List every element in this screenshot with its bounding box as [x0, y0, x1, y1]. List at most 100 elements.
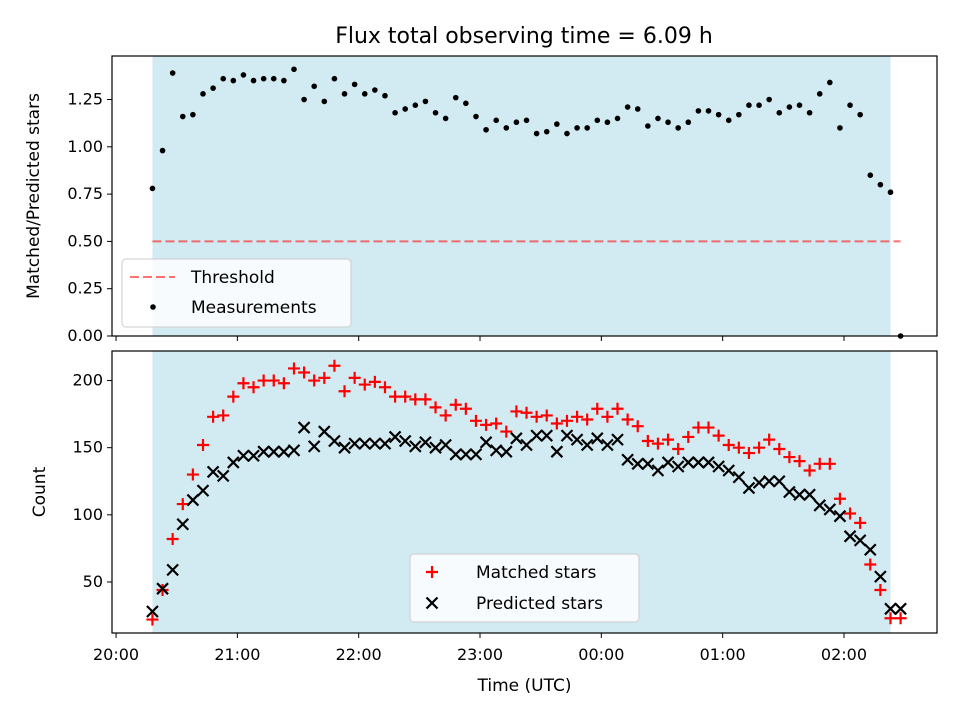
matched-star-point — [672, 443, 685, 456]
y-tick-label: 200 — [72, 371, 103, 390]
predicted-star-point — [631, 457, 645, 471]
predicted-star-point — [469, 448, 483, 461]
x-tick-label: 22:00 — [336, 645, 382, 664]
legend-measurement-swatch — [150, 304, 156, 310]
y-tick-label: 150 — [72, 438, 103, 457]
measurement-point — [240, 72, 247, 78]
x-tick-label: 21:00 — [214, 645, 260, 664]
matched-star-point — [399, 390, 412, 403]
matched-star-point — [520, 406, 533, 419]
matched-star-point — [196, 439, 209, 451]
predicted-star-point — [368, 437, 382, 450]
matched-star-point — [803, 464, 816, 477]
measurement-point — [786, 104, 793, 110]
predicted-star-point — [611, 433, 624, 446]
matched-star-point — [378, 381, 391, 394]
measurement-point — [311, 83, 318, 90]
predicted-star-point — [773, 474, 786, 488]
matched-star-point — [793, 455, 806, 468]
matched-star-point — [844, 507, 857, 520]
x-axis-label: Time (UTC) — [477, 676, 572, 696]
measurement-point — [169, 70, 176, 76]
measurement-point — [614, 115, 621, 122]
predicted-star-point — [641, 457, 655, 471]
measurement-point — [341, 91, 348, 97]
matched-star-point — [277, 377, 290, 390]
matched-star-point — [500, 425, 513, 438]
matched-star-point — [449, 398, 462, 411]
matched-star-point — [540, 409, 553, 422]
matched-star-point — [237, 377, 250, 390]
measurement-point — [827, 79, 833, 86]
measurement-point — [463, 100, 469, 107]
legend-box — [409, 553, 640, 623]
predicted-star-point — [247, 449, 260, 463]
measurement-point — [847, 102, 853, 108]
measurement-point — [887, 189, 894, 196]
predicted-star-point — [823, 503, 837, 516]
matched-star-point — [368, 375, 381, 388]
matched-star-point — [682, 430, 695, 443]
predicted-star-point — [863, 543, 877, 557]
matched-star-point — [591, 402, 604, 415]
measurement-point — [634, 106, 641, 112]
predicted-star-point — [570, 433, 584, 446]
predicted-star-point — [500, 445, 513, 458]
matched-star-point — [227, 390, 240, 403]
matched-star-point — [884, 612, 897, 625]
matched-star-point — [348, 371, 361, 384]
predicted-star-point — [186, 493, 200, 507]
legend-label: Predicted stars — [476, 594, 603, 614]
predicted-star-point — [510, 432, 523, 445]
matched-star-point — [469, 414, 482, 427]
measurement-point — [715, 111, 722, 118]
predicted-star-point — [216, 469, 230, 483]
predicted-star-point — [530, 429, 543, 442]
measurement-point — [796, 102, 803, 108]
matched-star-point — [854, 516, 867, 529]
matched-star-point — [753, 441, 766, 454]
measurement-point — [149, 185, 156, 192]
y-tick-label: 0.25 — [67, 279, 103, 298]
legend-predicted-swatch — [425, 596, 439, 610]
predicted-star-point — [712, 460, 725, 473]
predicted-star-point — [884, 602, 897, 616]
measurement-point — [503, 125, 510, 131]
bottom-panel: 50 100 150 200 20:00 21:00 22:00 23:00 00:00 01:0… — [30, 350, 938, 696]
predicted-star-point — [742, 481, 756, 495]
predicted-star-point — [398, 434, 412, 448]
predicted-star-point — [378, 437, 392, 450]
matched-star-point — [287, 362, 300, 375]
matched-star-point — [419, 393, 432, 406]
matched-star-point — [823, 457, 836, 470]
predicted-star-point — [661, 456, 675, 469]
matched-star-point — [308, 374, 321, 387]
measurement-point — [867, 172, 874, 178]
predicted-star-point — [580, 438, 594, 452]
measurement-point — [543, 128, 550, 135]
measurement-point — [523, 117, 530, 124]
matched-star-point — [429, 401, 442, 414]
predicted-star-point — [439, 438, 452, 452]
predicted-star-point — [489, 444, 503, 457]
matched-star-point — [692, 421, 705, 434]
matched-star-point — [439, 409, 452, 422]
measurement-point — [432, 109, 439, 116]
measurement-point — [624, 104, 631, 110]
predicted-star-point — [520, 438, 533, 452]
legend-box — [121, 258, 352, 328]
measurement-point — [655, 115, 661, 122]
x-tick-label: 00:00 — [578, 645, 624, 664]
predicted-star-point — [752, 476, 766, 489]
predicted-star-point — [833, 509, 847, 523]
matched-star-point — [813, 457, 826, 470]
predicted-star-point — [166, 563, 179, 577]
matched-star-point — [621, 413, 634, 426]
predicted-star-point — [560, 429, 574, 442]
y-axis-label: Matched/Predicted stars — [24, 93, 44, 299]
predicted-star-point — [783, 485, 796, 499]
predicted-star-point — [540, 429, 554, 442]
predicted-star-point — [479, 436, 493, 449]
measurement-point — [190, 111, 196, 118]
measurement-point — [645, 123, 651, 129]
